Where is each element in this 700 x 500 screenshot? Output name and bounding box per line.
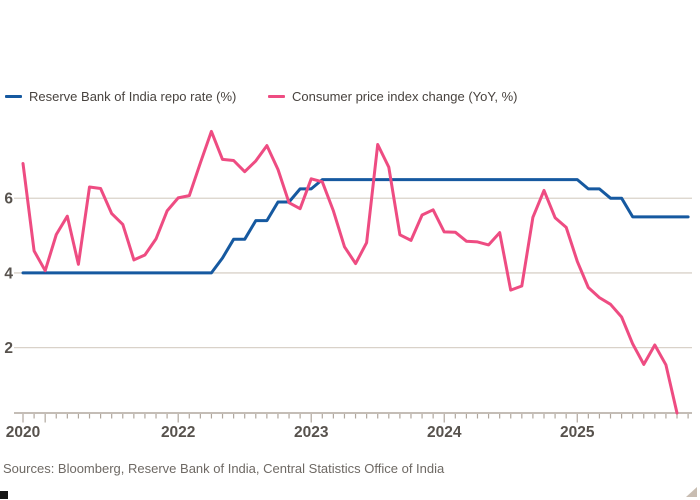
sources-caption: Sources: Bloomberg, Reserve Bank of Indi…: [3, 461, 445, 476]
legend-label-repo-rate: Reserve Bank of India repo rate (%): [29, 88, 237, 104]
y-tick-label-4: 4: [4, 265, 13, 282]
series-line-cpi: [21, 129, 679, 415]
legend-item-cpi: Consumer price index change (YoY, %): [268, 88, 517, 104]
x-year-label-2024: 2024: [427, 424, 462, 441]
x-axis-ticks: [22, 414, 689, 423]
legend-item-repo-rate: Reserve Bank of India repo rate (%): [5, 88, 236, 104]
x-year-label-2022: 2022: [161, 424, 195, 441]
y-tick-label-6: 6: [4, 191, 13, 208]
x-year-label-2025: 2025: [560, 424, 595, 441]
legend-label-cpi: Consumer price index change (YoY, %): [292, 88, 518, 104]
corner-square-mark: [0, 491, 8, 499]
x-axis-year-labels: 2020 2022 2023 2024 2025: [6, 424, 595, 441]
y-axis-tick-labels: 6 4 2: [4, 191, 13, 357]
repo-rate-line-swatch-icon: [5, 94, 22, 98]
cpi-line-swatch-icon: [268, 94, 285, 98]
data-series-lines: [21, 129, 690, 415]
resize-grip-icon[interactable]: [685, 486, 697, 498]
x-year-label-2020: 2020: [6, 424, 40, 441]
series-line-repo-rate: [21, 178, 690, 275]
y-tick-label-2: 2: [4, 340, 13, 357]
x-year-label-2023: 2023: [294, 424, 329, 441]
